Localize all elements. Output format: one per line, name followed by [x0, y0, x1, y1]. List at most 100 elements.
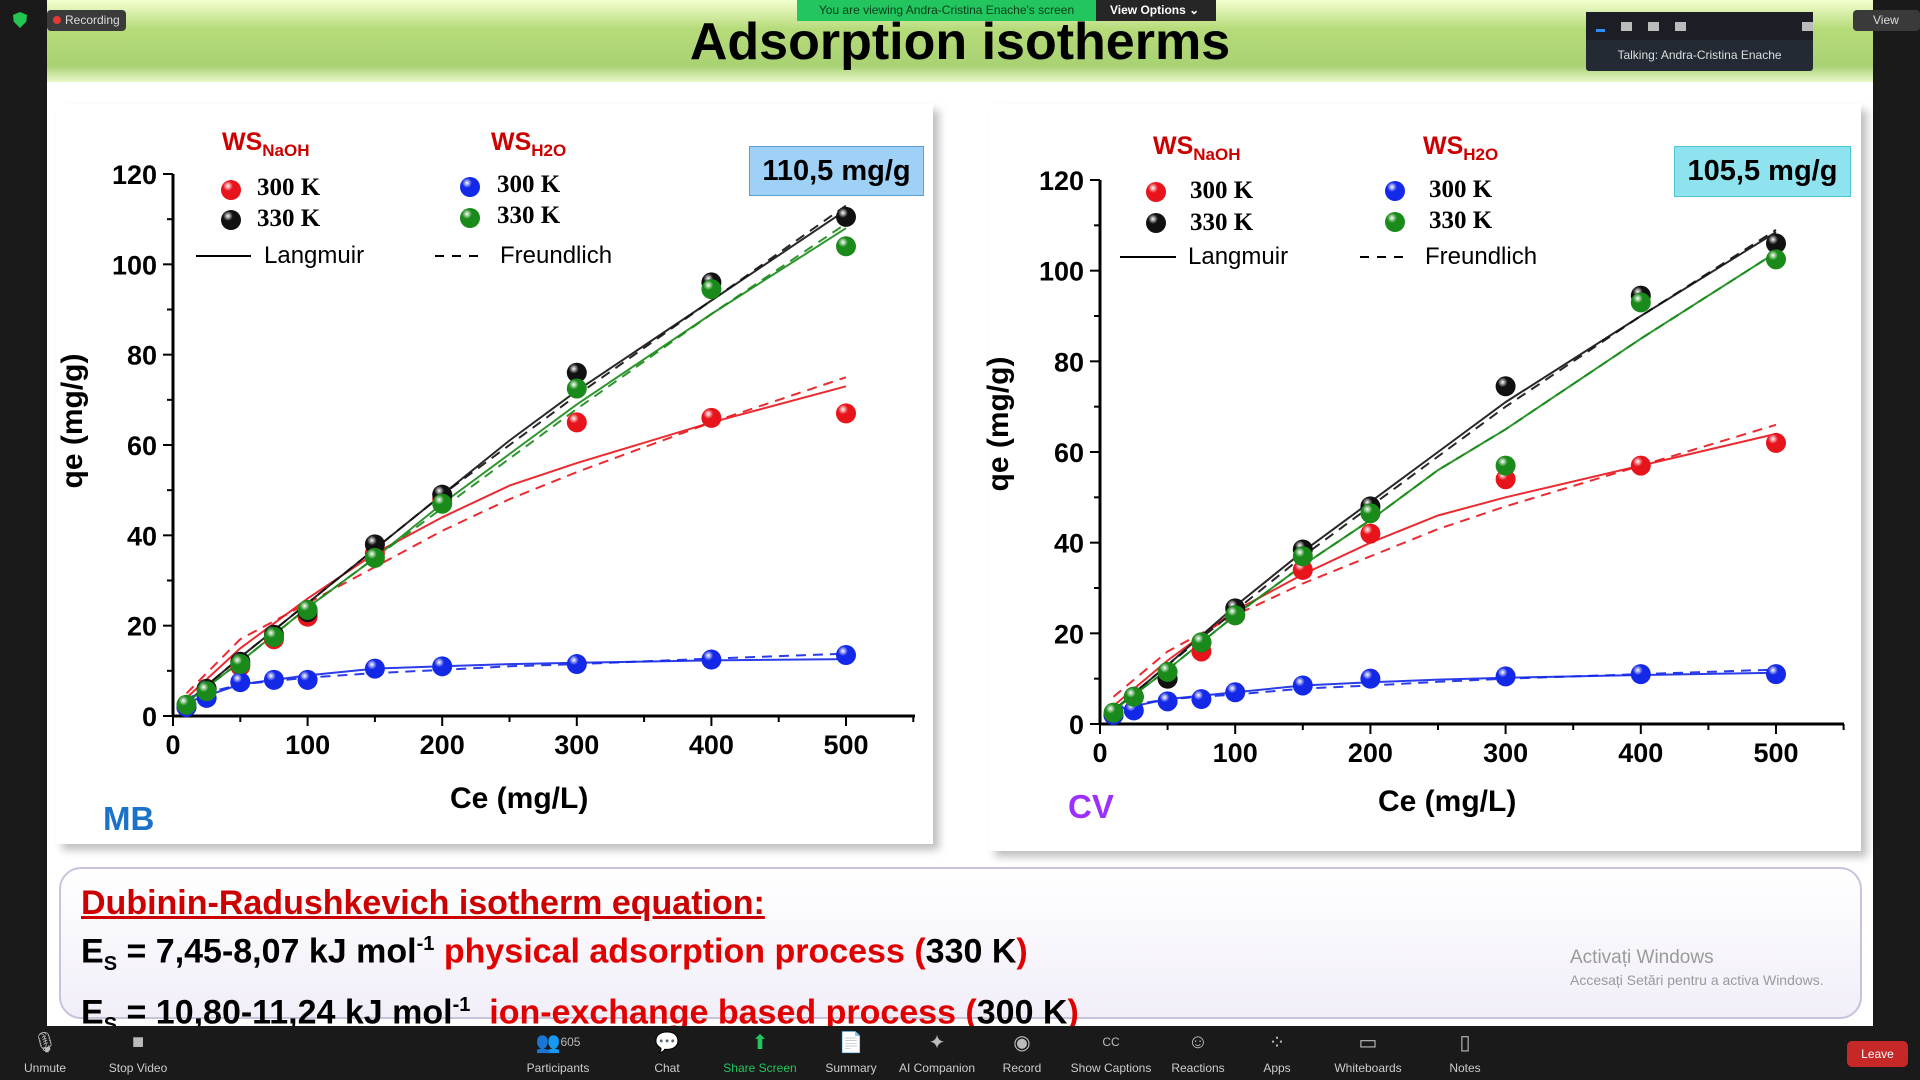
toolbar-stop-video-button[interactable]: ■ Stop Video — [83, 1030, 193, 1076]
talking-label: Talking: Andra-Cristina Enache — [1617, 48, 1782, 62]
dr-equation-box: Dubinin-Radushkevich isotherm equation: … — [59, 867, 1862, 1036]
dr-line-ion-exchange: ES = 10,80-11,24 kJ mol-1 ion-exchange b… — [81, 985, 1840, 1046]
view-options-label: View Options — [1110, 3, 1186, 17]
panel-label-cv: CV — [1068, 788, 1114, 825]
x-axis-label: Ce (mg/L) — [450, 782, 589, 815]
es-unit-sup: -1 — [416, 933, 435, 955]
activate-windows-title: Activați Windows — [1570, 947, 1714, 968]
toolbar-participants-button[interactable]: 👥 605 Participants — [503, 1030, 613, 1076]
toolbar-notes-button[interactable]: ▯ Notes — [1410, 1030, 1520, 1076]
toolbar-apps-button[interactable]: ⁘ Apps — [1222, 1030, 1332, 1076]
meeting-toolbar: 🎙 Unmute ■ Stop Video 👥 605 Participants 💬 Chat… — [0, 1026, 1920, 1080]
toolbar-whiteboards-button[interactable]: ▭ Whiteboards — [1313, 1030, 1423, 1076]
legend-label: 300 K — [1429, 176, 1493, 203]
es-value: = 7,45-8,07 kJ mol — [117, 932, 417, 971]
recording-dot-icon — [53, 16, 61, 24]
es-symbol: E — [81, 932, 104, 971]
video-layout-bar — [1586, 12, 1814, 40]
legend-langmuir: Langmuir — [264, 242, 365, 269]
legend-ws: WS — [1423, 132, 1464, 160]
toolbar-reactions-button[interactable]: ☺ Reactions — [1143, 1030, 1253, 1076]
record-icon: ◉ — [1013, 1031, 1031, 1054]
recording-indicator[interactable]: Recording — [47, 10, 126, 31]
leave-button[interactable]: Leave — [1847, 1041, 1908, 1067]
summary-icon: 📄 — [838, 1031, 864, 1054]
toolbar-show-captions-button[interactable]: CC Show Captions — [1056, 1030, 1166, 1075]
process-text: physical adsorption process — [434, 932, 915, 971]
legend-naoh: NaOH — [1193, 145, 1241, 164]
max-capacity-badge: 110,5 mg/g — [749, 146, 924, 196]
apps-icon: ⁘ — [1268, 1031, 1286, 1054]
chart-panel-mb — [56, 104, 933, 844]
legend-h2o: H2O — [1463, 145, 1499, 164]
toolbar-share-screen-button[interactable]: ⬆ Share Screen — [705, 1030, 815, 1076]
minimize-icon[interactable] — [1596, 28, 1606, 32]
legend-label: 330 K — [1429, 207, 1493, 234]
view-label: View — [1873, 13, 1899, 27]
chevron-down-icon: ⌄ — [1189, 3, 1200, 17]
view-options-button[interactable]: View Options ⌄ — [1096, 0, 1216, 21]
paren: ( — [965, 993, 977, 1032]
legend-ws: WS — [222, 128, 263, 156]
speaker-video-panel: Talking: Andra-Cristina Enache — [1586, 12, 1814, 71]
toolbar-ai-companion-button[interactable]: ✦ AI Companion — [882, 1030, 992, 1076]
legend-naoh: NaOH — [262, 141, 310, 160]
legend-label: 300 K — [497, 171, 561, 198]
toolbar-label: Apps — [1263, 1061, 1291, 1075]
popout-icon[interactable] — [1802, 21, 1814, 31]
max-capacity-badge: 105,5 mg/g — [1674, 146, 1851, 197]
activate-windows-subtitle: Accesați Setări pentru a activa Windows. — [1570, 972, 1824, 988]
legend-label: 330 K — [1190, 209, 1254, 236]
dr-line-physical: ES = 7,45-8,07 kJ mol-1 physical adsorpt… — [81, 924, 1840, 985]
grid-view-icon[interactable] — [1675, 21, 1687, 31]
legend-group-h2o: WSH2O — [1423, 132, 1498, 165]
dr-heading: Dubinin-Radushkevich isotherm equation: — [81, 884, 765, 922]
whiteboard-icon: ▭ — [1358, 1031, 1378, 1054]
legend-ws: WS — [1153, 132, 1194, 160]
toolbar-label: Summary — [825, 1061, 877, 1075]
toolbar-unmute-button[interactable]: 🎙 Unmute — [0, 1030, 100, 1076]
share-screen-icon: ⬆ — [751, 1031, 769, 1054]
ai-companion-icon: ✦ — [928, 1031, 946, 1054]
toolbar-summary-button[interactable]: 📄 Summary — [796, 1030, 906, 1076]
es-sub: S — [103, 953, 118, 976]
x-axis-label: Ce (mg/L) — [1378, 785, 1517, 818]
slide-title: Adsorption isotherms — [689, 13, 1231, 71]
mic-muted-icon: 🎙 — [32, 1031, 58, 1054]
legend-label: 300 K — [257, 174, 321, 201]
legend-group-h2o: WSH2O — [491, 128, 566, 161]
participants-icon: 👥 605 — [535, 1031, 581, 1054]
view-button[interactable]: View — [1853, 10, 1920, 31]
toolbar-label: Share Screen — [723, 1061, 797, 1075]
split-view-icon[interactable] — [1648, 21, 1660, 31]
single-view-icon[interactable] — [1621, 21, 1633, 31]
legend-ws: WS — [491, 128, 532, 156]
toolbar-label: Unmute — [23, 1061, 67, 1075]
legend-freundlich: Freundlich — [1425, 243, 1538, 270]
security-shield-icon[interactable] — [13, 12, 27, 28]
es-value: = 10,80-11,24 kJ mol — [117, 993, 453, 1032]
temperature: 300 K — [976, 993, 1068, 1032]
video-camera-icon: ■ — [131, 1030, 145, 1053]
paren: ) — [1067, 993, 1079, 1032]
toolbar-chat-button[interactable]: 💬 Chat — [612, 1030, 722, 1076]
toolbar-label: Participants — [526, 1061, 590, 1075]
process-text: ion-exchange based process — [470, 993, 966, 1032]
y-axis-label: qe (mg/g) — [56, 353, 89, 489]
es-symbol: E — [81, 993, 104, 1032]
chart-panel-cv — [989, 104, 1861, 851]
paren: ( — [914, 932, 926, 971]
participant-count: 605 — [560, 1035, 581, 1049]
legend-label: 330 K — [497, 202, 561, 229]
toolbar-record-button[interactable]: ◉ Record — [967, 1030, 1077, 1076]
temperature: 330 K — [925, 932, 1017, 971]
toolbar-label: Notes — [1449, 1061, 1481, 1075]
toolbar-label: Show Captions — [1070, 1061, 1152, 1075]
toolbar-label: Record — [1002, 1061, 1042, 1075]
es-unit-sup: -1 — [452, 994, 471, 1017]
recording-label: Recording — [65, 13, 120, 27]
legend-label: 330 K — [257, 205, 321, 232]
toolbar-label: Reactions — [1171, 1061, 1225, 1075]
paren: ) — [1016, 932, 1028, 971]
chat-icon: 💬 — [654, 1031, 680, 1054]
